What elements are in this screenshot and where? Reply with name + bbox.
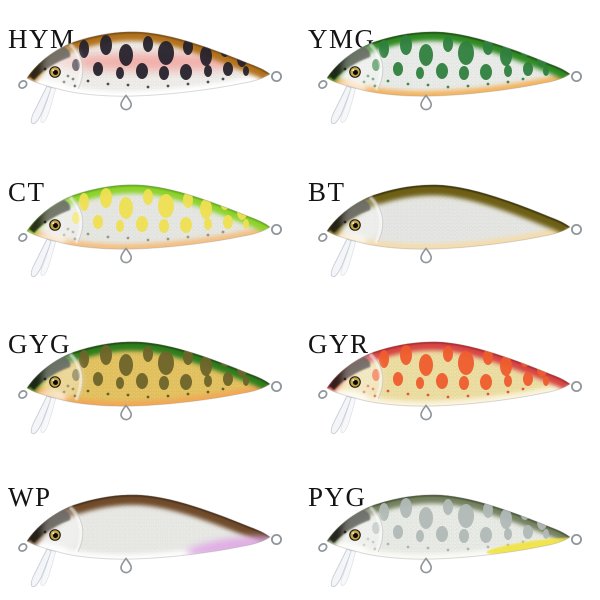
eye xyxy=(49,219,61,231)
diving-lip xyxy=(330,395,356,435)
line-tie-loop xyxy=(18,80,28,89)
lure-illustration-gyr xyxy=(318,341,582,435)
nostril-dot xyxy=(43,220,47,224)
lure-cell-ct: CT xyxy=(0,153,300,305)
belly-hook-loop xyxy=(420,404,433,421)
lure-illustration-hym xyxy=(18,31,282,125)
line-tie-loop xyxy=(318,80,328,89)
eye xyxy=(49,376,61,388)
nostril-dot xyxy=(343,377,347,381)
lure-art-holder xyxy=(318,339,586,439)
belly-hook-loop xyxy=(120,94,133,111)
nostril-dot xyxy=(343,530,347,534)
belly-hook-loop xyxy=(120,557,133,574)
line-tie-loop xyxy=(318,233,328,242)
belly-hook-loop xyxy=(420,247,433,264)
diving-lip xyxy=(330,85,356,125)
lure-code-label: WP xyxy=(8,482,52,512)
diving-lip xyxy=(30,238,56,278)
nostril-dot xyxy=(43,67,47,71)
lure-code-label: GYG xyxy=(8,329,71,359)
lure-code-label: PYG xyxy=(308,482,367,512)
eye xyxy=(349,376,361,388)
diving-lip xyxy=(30,395,56,435)
lure-cell-ymg: YMG xyxy=(300,0,600,152)
lure-illustration-bt xyxy=(318,184,582,278)
lure-cell-bt: BT xyxy=(300,153,600,305)
lure-illustration-ct xyxy=(18,184,282,278)
nostril-dot xyxy=(43,377,47,381)
tail-hook-loop xyxy=(570,534,582,546)
lure-code-label: CT xyxy=(8,177,46,207)
lure-cell-gyg: GYG xyxy=(0,305,300,457)
line-tie-loop xyxy=(18,233,28,242)
lure-code-label: BT xyxy=(308,177,346,207)
lure-art-holder xyxy=(18,339,286,439)
line-tie-loop xyxy=(318,390,328,399)
lure-cell-hym: HYM xyxy=(0,0,300,152)
eye xyxy=(349,219,361,231)
nostril-dot xyxy=(43,530,47,534)
belly-hook-loop xyxy=(120,404,133,421)
tail-hook-loop xyxy=(270,71,282,83)
diving-lip xyxy=(330,238,356,278)
belly-hook-loop xyxy=(120,247,133,264)
lure-cell-pyg: PYG xyxy=(300,458,600,600)
eye xyxy=(49,529,61,541)
lure-illustration-gyg xyxy=(18,341,282,435)
diving-lip xyxy=(30,85,56,125)
line-tie-loop xyxy=(318,543,328,552)
tail-hook-loop xyxy=(570,71,582,83)
line-tie-loop xyxy=(18,390,28,399)
lure-illustration-pyg xyxy=(318,494,582,588)
diving-lip xyxy=(30,548,56,588)
lure-art-holder xyxy=(318,182,586,282)
tail-hook-loop xyxy=(270,534,282,546)
tail-hook-loop xyxy=(270,381,282,393)
lure-art-holder xyxy=(318,492,586,592)
eye xyxy=(49,66,61,78)
eye xyxy=(349,529,361,541)
lure-illustration-ymg xyxy=(318,31,582,125)
line-tie-loop xyxy=(18,543,28,552)
lure-art-holder xyxy=(18,29,286,129)
diving-lip xyxy=(330,548,356,588)
lure-art-holder xyxy=(318,29,586,129)
eye xyxy=(349,66,361,78)
lure-code-label: GYR xyxy=(308,329,370,359)
nostril-dot xyxy=(343,220,347,224)
tail-hook-loop xyxy=(570,381,582,393)
nostril-dot xyxy=(343,67,347,71)
tail-hook-loop xyxy=(570,224,582,236)
tail-hook-loop xyxy=(270,224,282,236)
belly-hook-loop xyxy=(420,557,433,574)
lure-illustration-wp xyxy=(18,494,282,588)
lure-art-holder xyxy=(18,182,286,282)
lure-art-holder xyxy=(18,492,286,592)
belly-hook-loop xyxy=(420,94,433,111)
lure-cell-gyr: GYR xyxy=(300,305,600,457)
lure-cell-wp: WP xyxy=(0,458,300,600)
